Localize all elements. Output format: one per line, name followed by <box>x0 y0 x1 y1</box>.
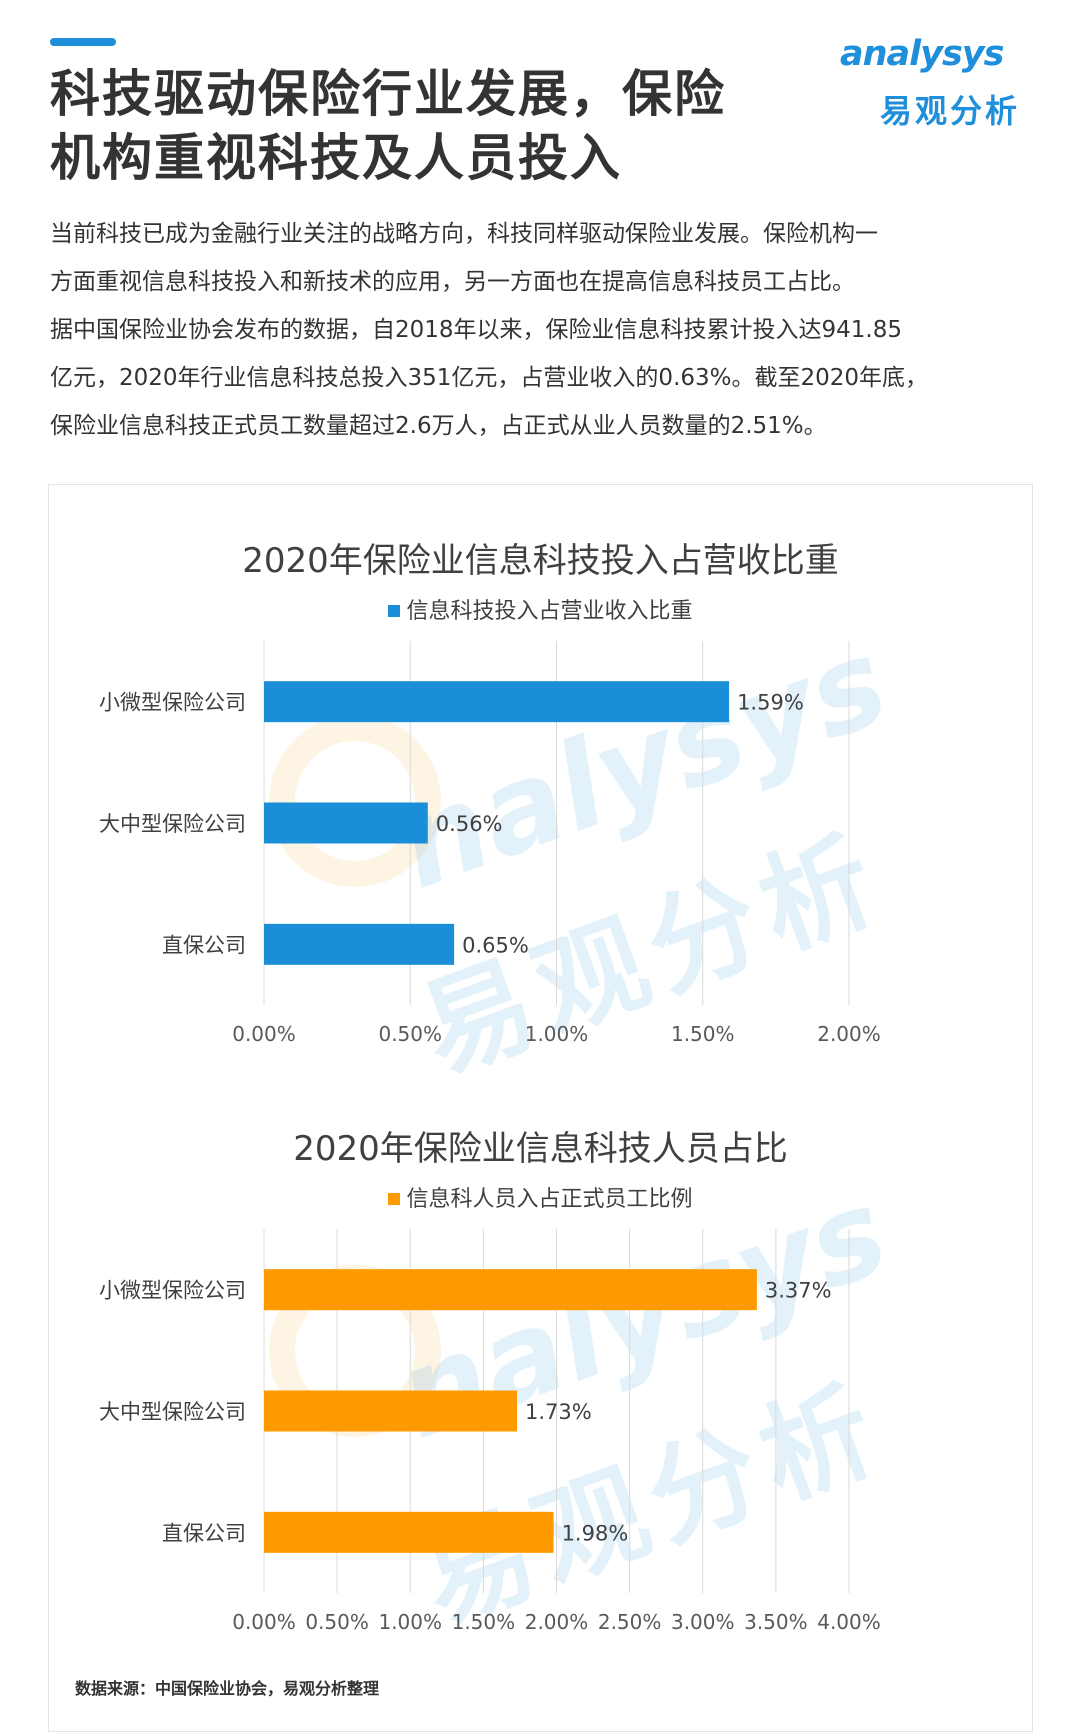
x-tick-label: 0.50% <box>305 1610 369 1634</box>
bar <box>264 1511 554 1553</box>
x-tick-label: 0.00% <box>232 1610 296 1634</box>
chart-container: nalysys 易观分析 nalysys 易观分析 2020年保险业信息科技投入… <box>48 484 1033 1732</box>
x-tick-label: 1.50% <box>671 1022 735 1046</box>
data-label: 1.59% <box>737 691 804 715</box>
legend-label: 信息科人员入占正式员工比例 <box>406 1187 693 1212</box>
intro-line: 据中国保险业协会发布的数据，自2018年以来，保险业信息科技累计投入达941.8… <box>50 317 903 343</box>
data-label: 0.56% <box>436 812 503 836</box>
legend-swatch <box>388 1193 401 1205</box>
x-tick-label: 3.50% <box>744 1610 808 1634</box>
category-label: 小微型保险公司 <box>99 1279 246 1303</box>
bar <box>264 681 730 723</box>
intro-line: 保险业信息科技正式员工数量超过2.6万人，占正式从业人员数量的2.51%。 <box>50 413 827 439</box>
category-label: 直保公司 <box>162 1521 246 1545</box>
category-label: 大中型保险公司 <box>99 812 246 836</box>
bar <box>264 1269 757 1311</box>
data-label: 1.73% <box>525 1400 592 1424</box>
x-tick-label: 2.50% <box>598 1610 662 1634</box>
page-title: 科技驱动保险行业发展，保险 机构重视科技及人员投入 <box>50 62 830 190</box>
x-tick-label: 4.00% <box>817 1610 881 1634</box>
legend-swatch <box>388 605 401 617</box>
bar <box>264 802 428 844</box>
bar <box>264 1390 518 1432</box>
chart-2-plot: 0.00% 0.50% 1.00% 1.50% 2.00% 2.50% 3.00% 3.50%… <box>99 1229 881 1634</box>
chart-1-title: 2020年保险业信息科技投入占营收比重 <box>242 541 839 581</box>
intro-paragraph: 当前科技已成为金融行业关注的战略方向，科技同样驱动保险业发展。保险机构一 方面重… <box>50 210 1035 450</box>
chart-2-legend: 信息科人员入占正式员工比例 <box>49 1181 1032 1213</box>
accent-bar <box>50 38 116 46</box>
x-tick-label: 0.50% <box>378 1022 442 1046</box>
x-tick-label: 2.00% <box>525 1610 589 1634</box>
x-tick-label: 3.00% <box>671 1610 735 1634</box>
x-tick-label: 1.00% <box>378 1610 442 1634</box>
title-line-1: 科技驱动保险行业发展，保险 <box>50 65 726 123</box>
title-line-2: 机构重视科技及人员投入 <box>50 129 622 187</box>
logo-cn-text: 易观分析 <box>880 92 1021 130</box>
category-label: 直保公司 <box>162 933 246 957</box>
chart-1-legend: 信息科技投入占营业收入比重 <box>49 593 1032 625</box>
legend-label: 信息科技投入占营业收入比重 <box>406 599 693 624</box>
data-label: 3.37% <box>765 1279 832 1303</box>
intro-line: 当前科技已成为金融行业关注的战略方向，科技同样驱动保险业发展。保险机构一 <box>50 221 878 247</box>
x-tick-label: 2.00% <box>817 1022 881 1046</box>
bar <box>264 923 455 965</box>
chart-1-plot: 0.00% 0.50% 1.00% 1.50% 2.00% 小微型保险公司 1.59% 大中型… <box>99 641 881 1046</box>
intro-line: 方面重视信息科技投入和新技术的应用，另一方面也在提高信息科技员工占比。 <box>50 269 855 295</box>
data-label: 1.98% <box>562 1521 629 1545</box>
source-note: 数据来源：中国保险业协会，易观分析整理 <box>75 1679 380 1698</box>
data-label: 0.65% <box>462 933 529 957</box>
category-label: 小微型保险公司 <box>99 691 246 715</box>
x-tick-label: 1.50% <box>452 1610 516 1634</box>
x-tick-label: 1.00% <box>525 1022 589 1046</box>
logo-brand-text: analysys <box>840 34 1004 74</box>
x-tick-label: 0.00% <box>232 1022 296 1046</box>
category-label: 大中型保险公司 <box>99 1400 246 1424</box>
intro-line: 亿元，2020年行业信息科技总投入351亿元，占营业收入的0.63%。截至202… <box>50 365 929 391</box>
analysys-logo: analysys 易观分析 <box>840 30 1040 130</box>
chart-2-title: 2020年保险业信息科技人员占比 <box>293 1129 788 1169</box>
